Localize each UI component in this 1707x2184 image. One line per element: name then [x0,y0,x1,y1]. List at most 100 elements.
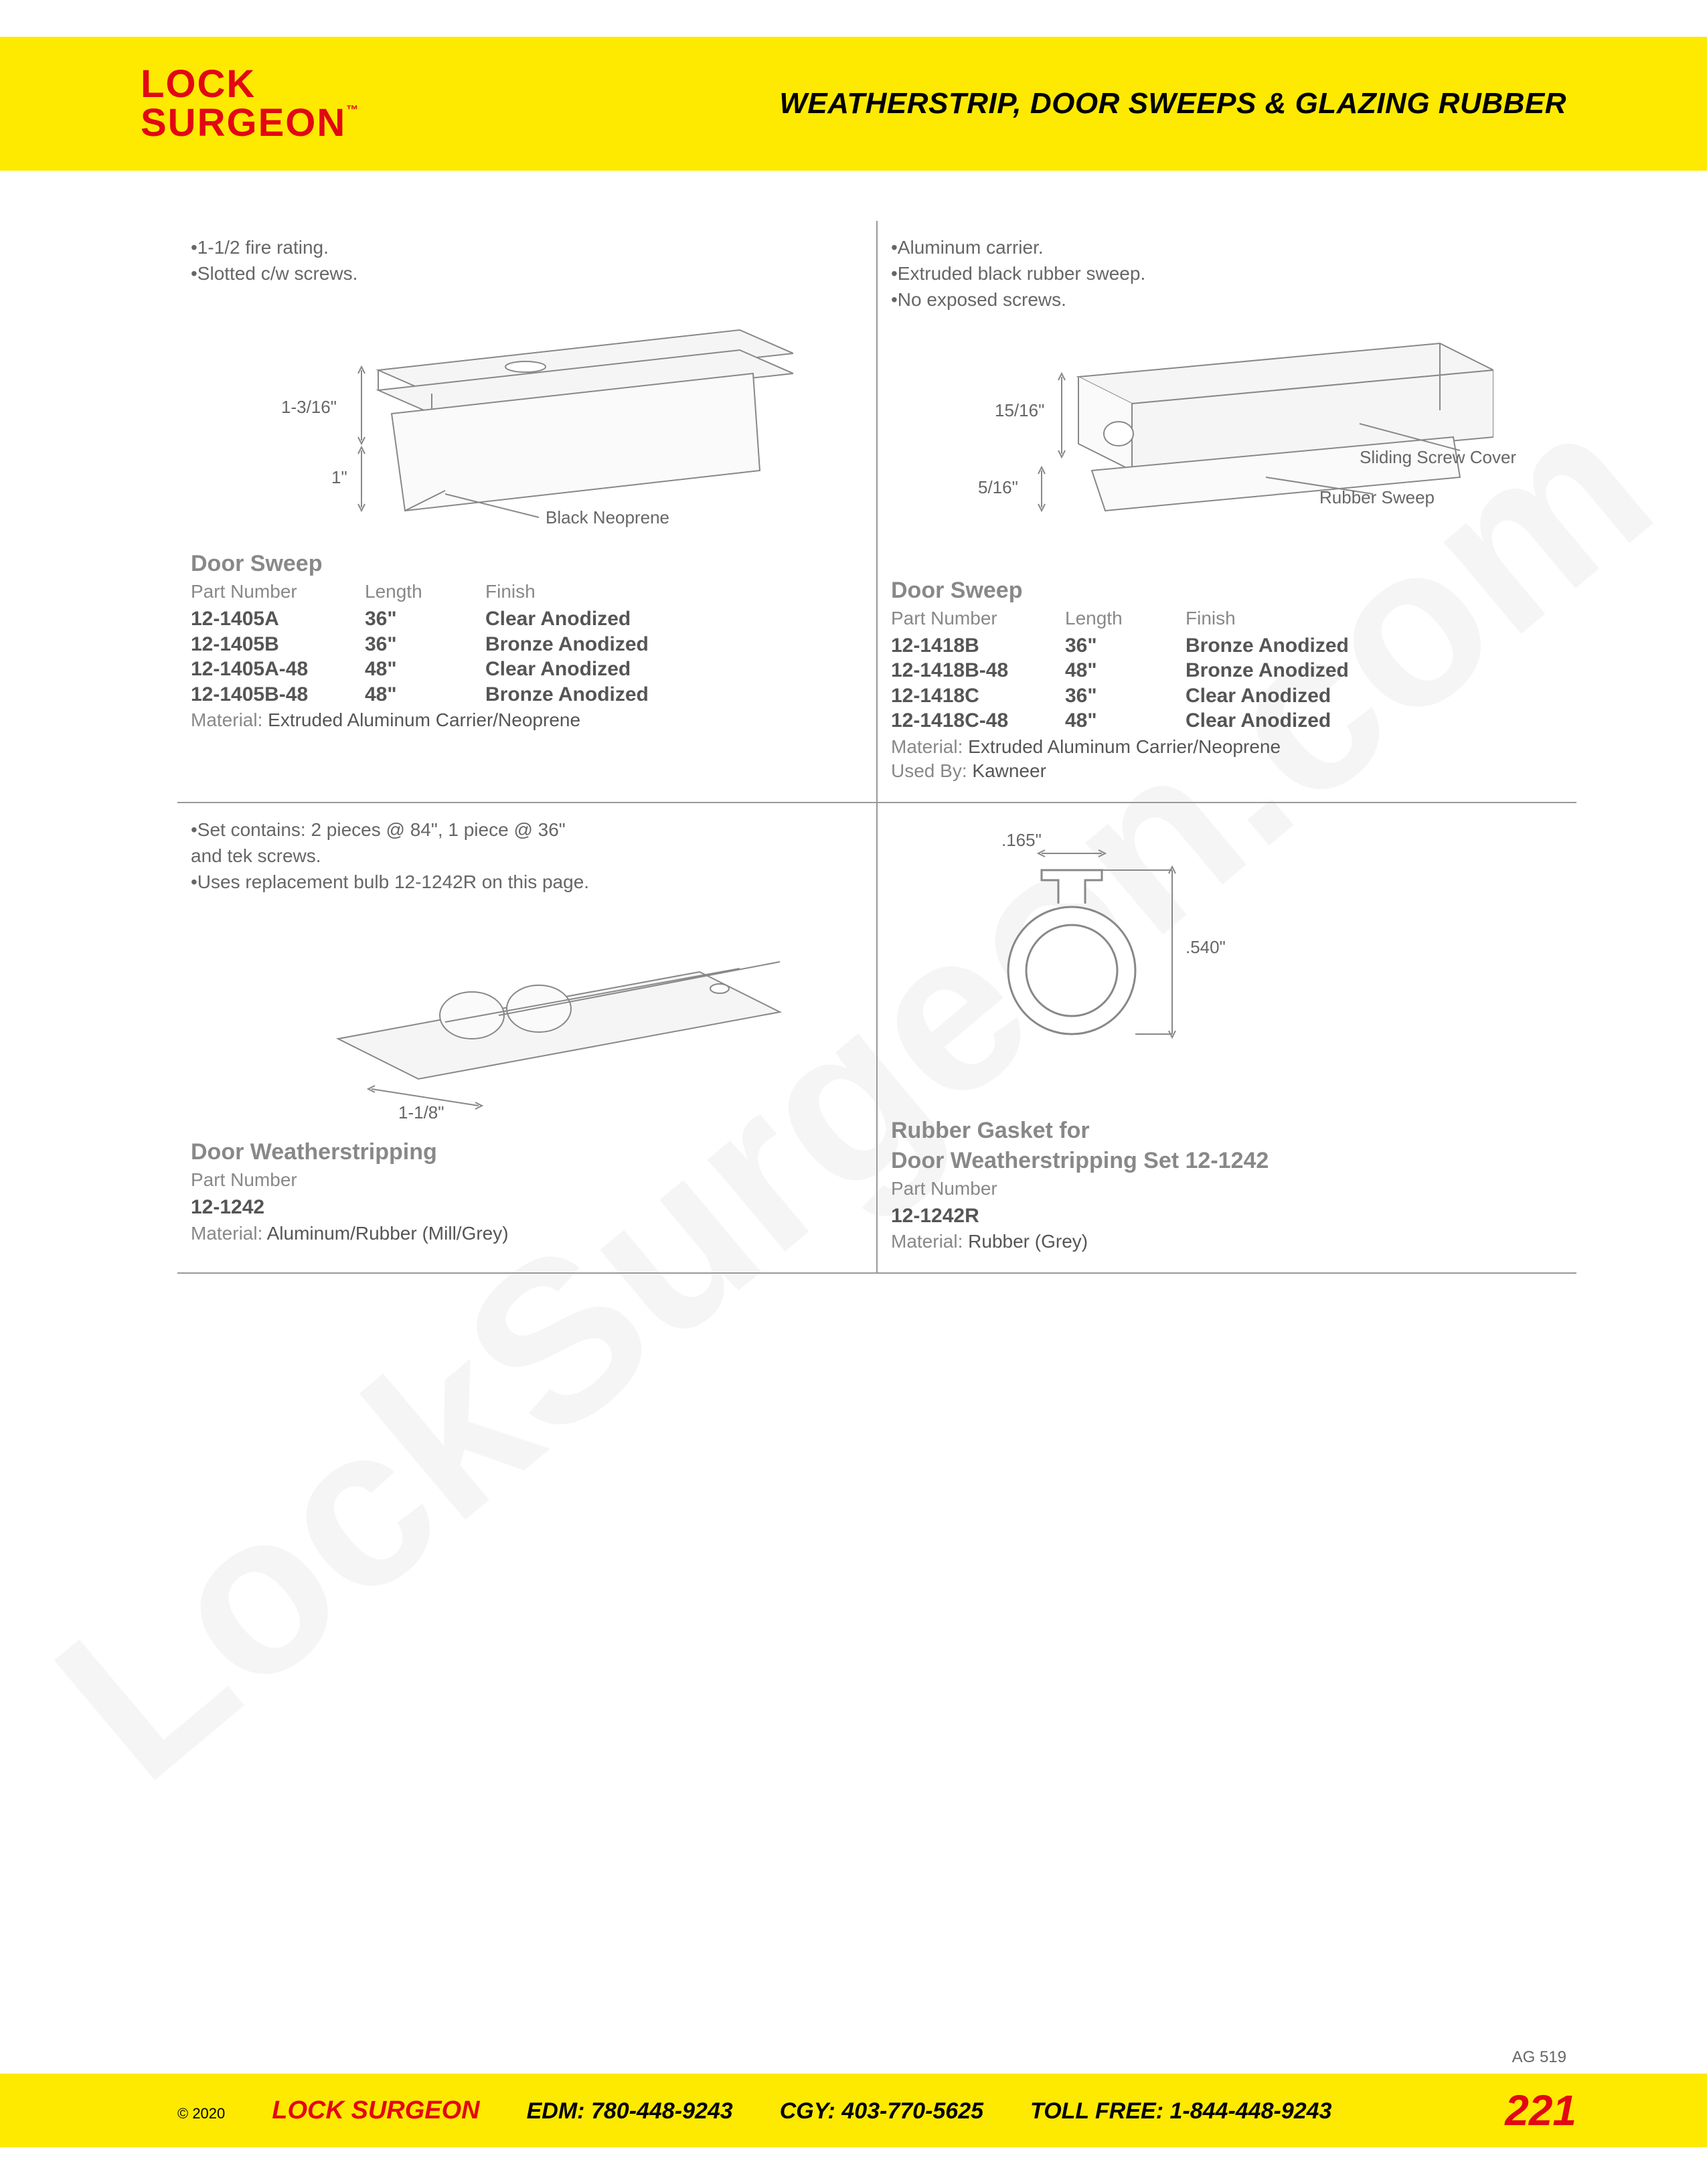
logo-tm: ™ [346,103,359,116]
product-title-l1: Rubber Gasket for [891,1118,1563,1144]
diagram-1418: 15/16" 5/16" Sliding Screw Cover Rubber … [891,323,1563,571]
td: Clear Anodized [1186,708,1563,734]
mat-label: Material: [191,1223,262,1244]
table-row: 12-1418C36"Clear Anodized [891,683,1563,709]
td: 12-1418B [891,633,1065,659]
td: 12-1418C-48 [891,708,1065,734]
page-number: 221 [1505,2086,1576,2135]
table-row: 12-1418C-4848"Clear Anodized [891,708,1563,734]
note: •1-1/2 fire rating. [191,234,863,260]
td: 12-1405B-48 [191,682,365,707]
th-part: Part Number [191,581,365,602]
dim-height: 1-3/16" [281,397,337,418]
dim-height: 15/16" [995,400,1044,421]
ag-code: AG 519 [1512,2048,1566,2067]
logo: LOCK SURGEON™ [141,65,359,143]
footer-edm: EDM: 780-448-9243 [527,2098,733,2124]
lbl: CGY: [780,2098,835,2124]
dim-width: .165" [1001,830,1042,851]
logo-line2: SURGEON™ [141,104,359,143]
td: 36" [1065,633,1186,659]
callout-sweep: Rubber Sweep [1319,487,1435,508]
td: 36" [365,632,485,657]
table-row: 12-1405B-4848"Bronze Anodized [191,682,863,707]
diagram-1242r: .165" .540" [891,823,1563,1111]
footer-brand: LOCK SURGEON [272,2096,479,2125]
td: Clear Anodized [1186,683,1563,709]
mat-label: Material: [191,709,262,730]
notes-1242: •Set contains: 2 pieces @ 84", 1 piece @… [191,817,863,896]
logo-line2-text: SURGEON [141,101,346,145]
table-header: Part Number Length Finish [191,581,863,602]
mat-label: Material: [891,1231,963,1252]
td: Bronze Anodized [1186,658,1563,683]
th-length: Length [1065,608,1186,629]
footer-left: © 2020 LOCK SURGEON EDM: 780-448-9243 CG… [177,2096,1331,2125]
dim-height: .540" [1186,937,1226,958]
diagram-1242: 1-1/8" [191,905,863,1132]
cell-sweep-1405: •1-1/2 fire rating. •Slotted c/w screws. [177,221,878,802]
td: 48" [365,657,485,682]
table-header: Part Number Length Finish [891,608,1563,629]
copyright: © 2020 [177,2105,225,2122]
diagram-1405: 1-3/16" 1" Black Neoprene [191,297,863,544]
table-row: 12-1405A36"Clear Anodized [191,606,863,632]
cell-gasket-1242r: .165" .540" Rubber Gasket for Door Weath… [878,803,1576,1273]
td: 48" [1065,708,1186,734]
table-row: 12-1405B36"Bronze Anodized [191,632,863,657]
used-by: Used By: Kawneer [891,760,1563,782]
note: and tek screws. [191,843,863,869]
td: 12-1418C [891,683,1065,709]
product-title: Door Weatherstripping [191,1139,863,1165]
dim-bottom: 1" [331,467,347,488]
td: 12-1242R [891,1203,1065,1229]
lbl: EDM: [527,2098,585,2124]
td: Bronze Anodized [1186,633,1563,659]
td: Bronze Anodized [485,632,863,657]
callout-neoprene: Black Neoprene [546,507,669,528]
th-part: Part Number [891,1178,1065,1199]
td: 12-1242 [191,1195,365,1220]
product-title-l2: Door Weatherstripping Set 12-1242 [891,1148,1563,1174]
footer-cgy: CGY: 403-770-5625 [780,2098,983,2124]
table-header: Part Number [191,1169,863,1191]
row-1: •1-1/2 fire rating. •Slotted c/w screws. [177,221,1576,803]
td: 12-1405A-48 [191,657,365,682]
content-area: •1-1/2 fire rating. •Slotted c/w screws. [177,221,1576,1274]
page-title: WEATHERSTRIP, DOOR SWEEPS & GLAZING RUBB… [779,87,1566,120]
material: Material: Extruded Aluminum Carrier/Neop… [191,709,863,731]
ub-label: Used By: [891,760,967,781]
footer-tollfree: TOLL FREE: 1-844-448-9243 [1030,2098,1331,2124]
td: 12-1405A [191,606,365,632]
notes-1418: •Aluminum carrier. •Extruded black rubbe… [891,234,1563,313]
product-title: Door Sweep [891,578,1563,604]
th-finish: Finish [1186,608,1563,629]
td: 12-1405B [191,632,365,657]
td: 12-1418B-48 [891,658,1065,683]
header-bar: LOCK SURGEON™ WEATHERSTRIP, DOOR SWEEPS … [0,37,1707,171]
note: •Slotted c/w screws. [191,260,863,286]
td: 48" [365,682,485,707]
td: Clear Anodized [485,606,863,632]
dim-bottom: 5/16" [978,477,1018,498]
val: 1-844-448-9243 [1169,2098,1331,2124]
table-row: 12-1418B-4848"Bronze Anodized [891,658,1563,683]
mat-value: Aluminum/Rubber (Mill/Grey) [267,1223,509,1244]
table-header: Part Number [891,1178,1563,1199]
td: 48" [1065,658,1186,683]
ub-value: Kawneer [972,760,1046,781]
note: •Aluminum carrier. [891,234,1563,260]
table-row: 12-1242R [891,1203,1563,1229]
td: Bronze Anodized [485,682,863,707]
table-row: 12-1418B36"Bronze Anodized [891,633,1563,659]
th-length: Length [365,581,485,602]
val: 403-770-5625 [841,2098,983,2124]
th-part: Part Number [891,608,1065,629]
note: •Set contains: 2 pieces @ 84", 1 piece @… [191,817,863,843]
note: •Uses replacement bulb 12-1242R on this … [191,869,863,895]
mat-value: Rubber (Grey) [968,1231,1088,1252]
note: •No exposed screws. [891,286,1563,313]
material: Material: Aluminum/Rubber (Mill/Grey) [191,1223,863,1244]
val: 780-448-9243 [591,2098,733,2124]
mat-value: Extruded Aluminum Carrier/Neoprene [968,736,1281,757]
